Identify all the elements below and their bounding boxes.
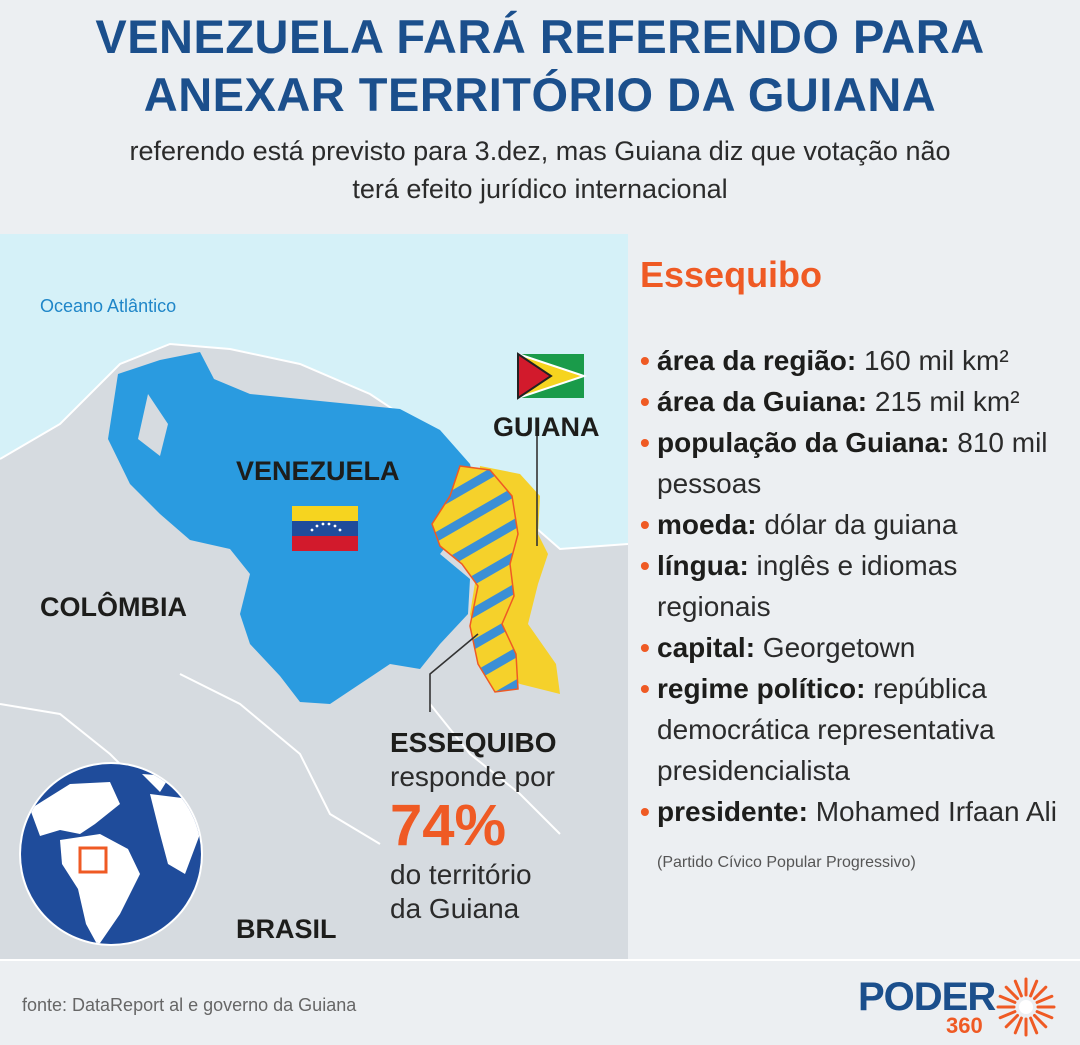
brasil-label: BRASIL bbox=[236, 914, 337, 944]
venezuela-flag bbox=[292, 506, 358, 551]
essequibo-callout: ESSEQUIBO responde por 74% do território… bbox=[390, 726, 620, 926]
info-item-value: 215 mil km² bbox=[867, 386, 1020, 417]
info-item: • regime político: república democrática … bbox=[640, 668, 1072, 791]
info-item-value: 160 mil km² bbox=[856, 345, 1009, 376]
guiana-flag bbox=[517, 352, 588, 400]
title-line-1: VENEZUELA FARÁ REFERENDO PARA bbox=[95, 10, 985, 63]
globe bbox=[19, 762, 203, 946]
info-item: • presidente: Mohamed Irfaan Ali (Partido… bbox=[640, 791, 1072, 883]
info-item-key: população da Guiana: bbox=[657, 427, 950, 458]
info-item-value: inglês e idiomas regionais bbox=[657, 550, 958, 622]
info-item-key: área da região: bbox=[657, 345, 857, 376]
bullet-icon: • bbox=[640, 427, 650, 458]
essequibo-callout-percent: 74% bbox=[390, 793, 507, 858]
header: VENEZUELA FARÁ REFERENDO PARA ANEXAR TER… bbox=[0, 0, 1080, 234]
bullet-icon: • bbox=[640, 550, 650, 581]
map-graphic bbox=[0, 234, 628, 946]
source-text: fonte: DataReport al e governo da Guiana bbox=[22, 995, 357, 1015]
info-item-value: Mohamed Irfaan Ali bbox=[807, 796, 1057, 827]
essequibo-callout-text-before: responde por bbox=[390, 761, 556, 792]
info-item: • moeda: dólar da guiana bbox=[640, 504, 1072, 545]
bullet-icon: • bbox=[640, 632, 650, 663]
bullet-icon: • bbox=[640, 345, 650, 376]
logo-number: 360 bbox=[946, 1013, 983, 1038]
page-title: VENEZUELA FARÁ REFERENDO PARA ANEXAR TER… bbox=[0, 8, 1080, 124]
info-item-key: língua: bbox=[657, 550, 749, 581]
essequibo-callout-text-after-2: da Guiana bbox=[390, 893, 520, 924]
map: Oceano Atlântico VENEZUELA GUIANA COLÔMB… bbox=[0, 234, 628, 959]
info-item: • população da Guiana: 810 mil pessoas bbox=[640, 422, 1072, 504]
subtitle-line-2: terá efeito jurídico internacional bbox=[352, 174, 728, 204]
info-item-key: área da Guiana: bbox=[657, 386, 868, 417]
info-item-value: dólar da guiana bbox=[756, 509, 958, 540]
poder360-logo: PODER 360 bbox=[858, 975, 1058, 1039]
essequibo-callout-name: ESSEQUIBO bbox=[390, 727, 557, 758]
info-list: • área da região: 160 mil km² • área da Gui… bbox=[640, 340, 1072, 883]
footer-divider bbox=[0, 959, 1080, 961]
bullet-icon: • bbox=[640, 386, 650, 417]
sun-icon bbox=[996, 977, 1056, 1037]
title-line-2: ANEXAR TERRITÓRIO DA GUIANA bbox=[143, 68, 937, 121]
info-panel: Essequibo • área da região: 160 mil km² • á… bbox=[628, 234, 1080, 959]
info-item-value: república democrática representativa pre… bbox=[657, 673, 995, 786]
bullet-icon: • bbox=[640, 509, 650, 540]
ocean-label: Oceano Atlântico bbox=[40, 296, 177, 316]
info-title: Essequibo bbox=[640, 254, 823, 295]
footer: fonte: DataReport al e governo da Guiana… bbox=[0, 961, 1080, 1045]
info-item-key: regime político: bbox=[657, 673, 866, 704]
essequibo-shape bbox=[431, 465, 519, 693]
logo-word: PODER bbox=[858, 975, 996, 1019]
guiana-label: GUIANA bbox=[493, 412, 600, 442]
essequibo-callout-text-after-1: do território bbox=[390, 859, 532, 890]
essequibo-leader-line bbox=[429, 633, 479, 712]
info-item: • área da Guiana: 215 mil km² bbox=[640, 381, 1072, 422]
page-subtitle: referendo está previsto para 3.dez, mas … bbox=[30, 132, 1050, 208]
info-item-key: capital: bbox=[657, 632, 756, 663]
subtitle-line-1: referendo está previsto para 3.dez, mas … bbox=[129, 136, 951, 166]
info-item: • capital: Georgetown bbox=[640, 627, 1072, 668]
colombia-label: COLÔMBIA bbox=[40, 592, 187, 622]
info-item-value: Georgetown bbox=[755, 632, 916, 663]
info-item-key: moeda: bbox=[657, 509, 757, 540]
info-item-value: 810 mil pessoas bbox=[657, 427, 1048, 499]
info-item-key: presidente: bbox=[657, 796, 808, 827]
bullet-icon: • bbox=[640, 673, 650, 704]
info-item-note: (Partido Cívico Popular Progressivo) bbox=[657, 854, 916, 871]
bullet-icon: • bbox=[640, 796, 650, 827]
info-item: • área da região: 160 mil km² bbox=[640, 340, 1072, 381]
venezuela-label: VENEZUELA bbox=[236, 456, 400, 486]
info-item: • língua: inglês e idiomas regionais bbox=[640, 545, 1072, 627]
